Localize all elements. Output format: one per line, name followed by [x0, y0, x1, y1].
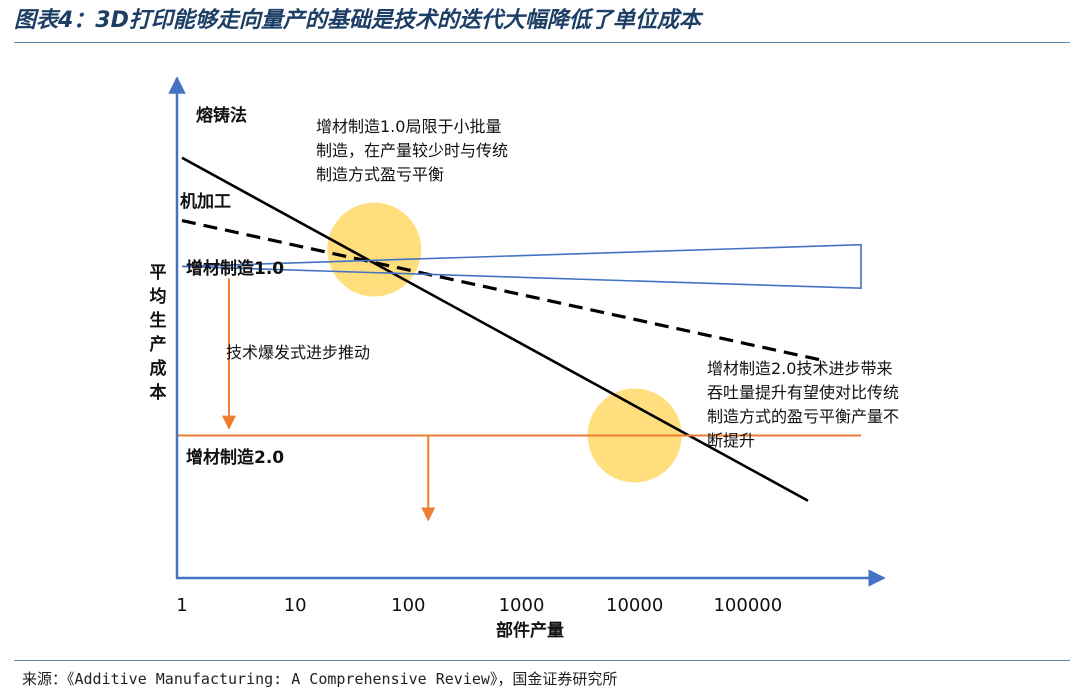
series-label-am2: 增材制造2.0: [186, 447, 284, 468]
annotation-am2-note: 增材制造2.0技术进步带来吞吐量提升有望使对比传统制造方式的盈亏平衡产量不断提升: [707, 359, 899, 450]
series-label-am1: 增材制造1.0: [186, 258, 284, 279]
x-tick-labels: 1 10 100 1000 10000 100000: [176, 595, 782, 616]
series-casting-line: [181, 156, 809, 502]
arrow-layer: [221, 278, 436, 522]
series-machining-line: [181, 219, 825, 363]
chart: 1 10 100 1000 10000 100000 部件产量 平均生产成本 熔铸法 机加…: [150, 76, 899, 641]
x-tick-100000: 100000: [713, 595, 782, 616]
x-tick-100: 100: [391, 595, 425, 616]
source-divider: [14, 660, 1070, 661]
series-am1-wedge: [181, 243, 862, 290]
page-title: 图表4：3D打印能够走向量产的基础是技术的迭代大幅降低了单位成本: [14, 8, 701, 33]
x-tick-1: 1: [176, 595, 187, 616]
x-tick-1000: 1000: [499, 595, 545, 616]
y-axis-label: 平均生产成本: [150, 263, 167, 403]
annotations: 增材制造1.0局限于小批量制造，在产量较少时与传统制造方式盈亏平衡增材制造2.0…: [226, 117, 899, 450]
annotation-tech-note: 技术爆发式进步推动: [226, 343, 370, 362]
x-axis-label: 部件产量: [496, 620, 564, 641]
title-divider: [14, 42, 1070, 43]
source-note: 来源：《Additive Manufacturing: A Comprehens…: [22, 670, 618, 688]
x-tick-10: 10: [284, 595, 307, 616]
series-label-casting: 熔铸法: [196, 105, 247, 126]
series-label-machining: 机加工: [180, 191, 231, 212]
x-tick-10000: 10000: [606, 595, 663, 616]
series-layer: [177, 156, 862, 502]
annotation-am1-note: 增材制造1.0局限于小批量制造，在产量较少时与传统制造方式盈亏平衡: [316, 117, 508, 184]
highlight-layer: [327, 202, 682, 483]
